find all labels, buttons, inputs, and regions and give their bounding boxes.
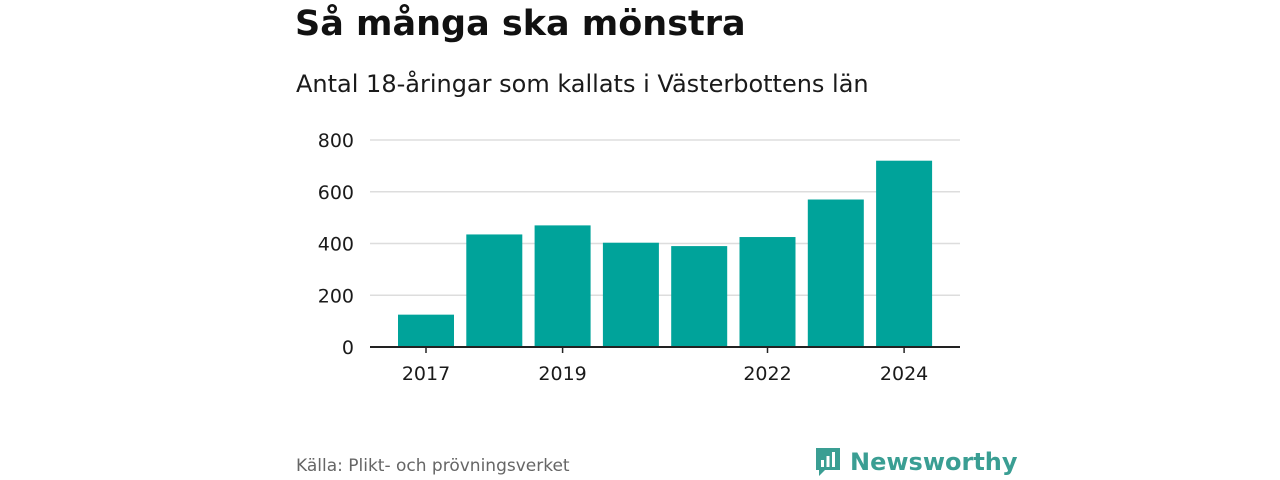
newsworthy-logo-icon bbox=[816, 448, 840, 476]
y-tick-label: 600 bbox=[318, 182, 354, 204]
chart-subtitle: Antal 18-åringar som kallats i Västerbot… bbox=[296, 70, 869, 98]
y-tick-label: 200 bbox=[318, 285, 354, 307]
x-tick-label: 2019 bbox=[538, 363, 586, 385]
x-tick-label: 2017 bbox=[402, 363, 450, 385]
brand-logo: Newsworthy bbox=[814, 446, 1018, 478]
bar-2021 bbox=[671, 246, 728, 347]
y-tick-label: 800 bbox=[318, 130, 354, 152]
bar-2023 bbox=[807, 199, 864, 347]
chart-title: Så många ska mönstra bbox=[295, 4, 746, 44]
y-tick-label: 400 bbox=[318, 234, 354, 256]
bar-2017 bbox=[398, 314, 454, 347]
y-tick-label: 0 bbox=[342, 337, 354, 359]
bar-2020 bbox=[602, 242, 659, 347]
brand-name: Newsworthy bbox=[850, 448, 1018, 476]
bar-chart: 0 200 400 600 800 2017 2019 2022 2024 bbox=[318, 130, 960, 385]
bar-2024 bbox=[876, 160, 933, 347]
x-tick-label: 2022 bbox=[743, 363, 791, 385]
source-note: Källa: Plikt- och prövningsverket bbox=[296, 456, 570, 476]
bar-2022 bbox=[739, 237, 796, 347]
x-tick-label: 2024 bbox=[880, 363, 928, 385]
bar-2019 bbox=[534, 225, 591, 347]
bar-2018 bbox=[466, 234, 523, 347]
